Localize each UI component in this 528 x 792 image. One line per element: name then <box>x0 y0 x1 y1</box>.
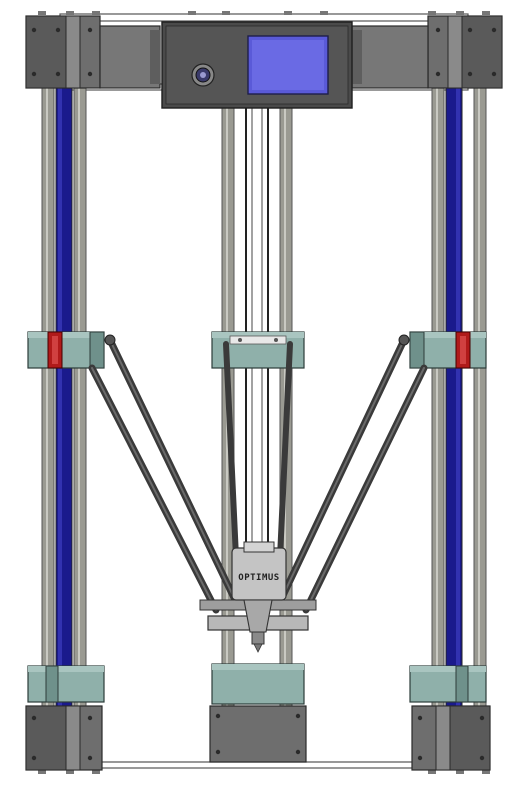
center-tower <box>209 105 307 763</box>
right-tower <box>351 15 503 771</box>
brand-label: OPTIMUS <box>238 573 279 583</box>
left-tower <box>25 15 161 771</box>
lcd-screen-icon <box>247 35 329 95</box>
rotary-knob-icon[interactable] <box>191 63 215 87</box>
control-box <box>161 21 353 109</box>
effector-hotend: OPTIMUS <box>199 541 317 653</box>
